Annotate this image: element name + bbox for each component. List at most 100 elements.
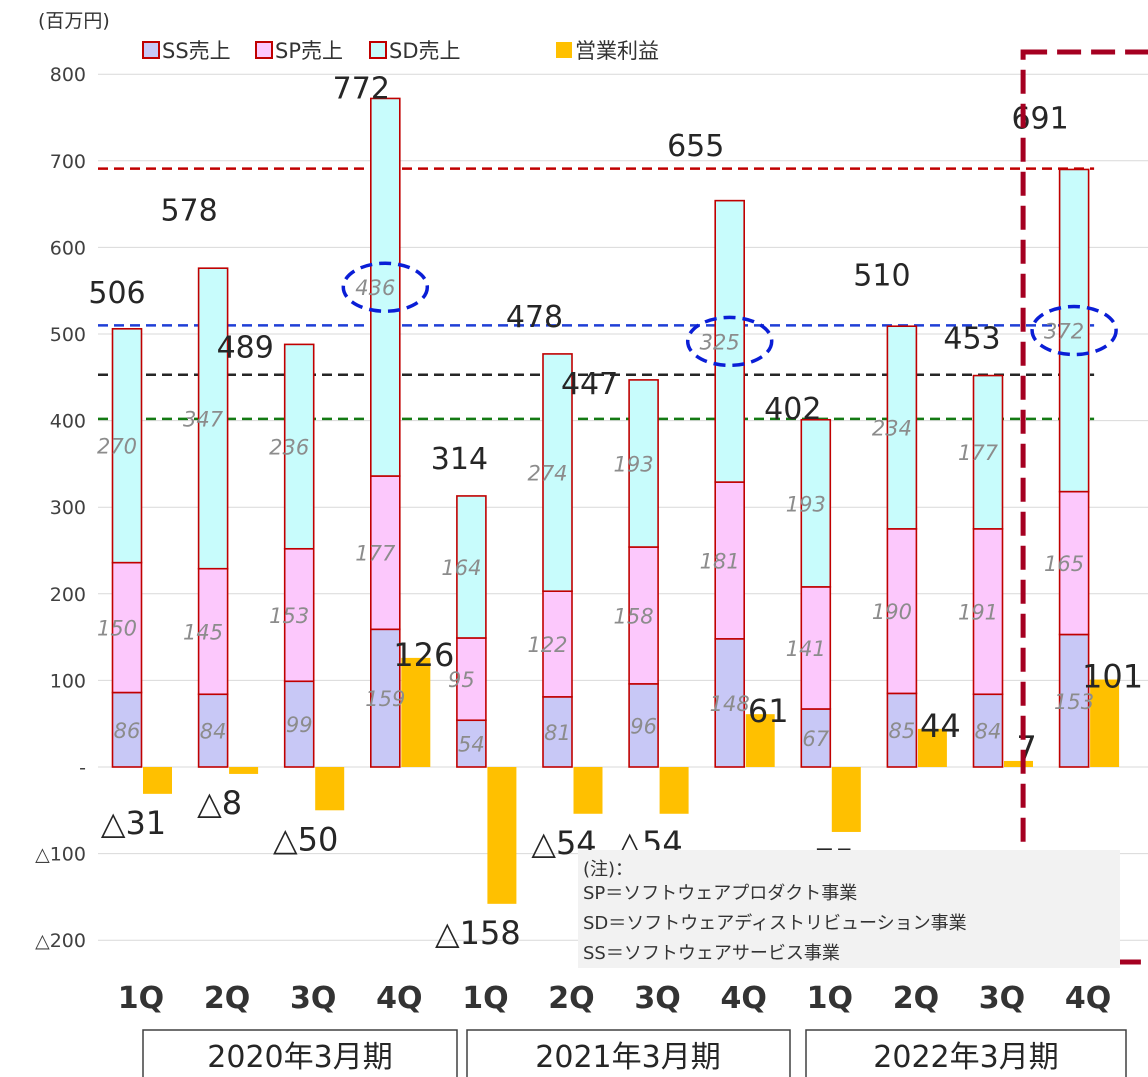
bar-segment-sd: [542, 353, 573, 593]
segment-label-ss: 54: [458, 733, 485, 757]
bar-segment-sp: [1058, 490, 1090, 636]
y-tick-label: 100: [50, 670, 86, 692]
profit-label: 126: [393, 636, 454, 674]
note-line-ss: SS＝ソフトウェアサービス事業: [583, 943, 840, 964]
legend-label-profit: 営業利益: [575, 39, 659, 63]
segment-label-sp: 95: [448, 668, 475, 692]
profit-label: 101: [1082, 658, 1143, 696]
y-tick-label: △200: [35, 930, 86, 952]
segment-label-sd: 325: [700, 330, 740, 354]
segment-label-sd: 436: [355, 276, 395, 300]
note-title: (注)：: [583, 859, 633, 880]
bar-segment-ss: [283, 680, 315, 768]
legend-item-sd: SD売上: [369, 39, 461, 63]
x-tick-label: 1Q: [462, 981, 508, 1016]
bar-profit: [659, 767, 689, 814]
bar-segment-sp: [456, 637, 487, 722]
x-tick-label: 1Q: [118, 981, 164, 1016]
bar-segment-sd: [800, 418, 832, 588]
segment-label-ss: 148: [710, 692, 750, 716]
bar-profit: [315, 767, 345, 811]
segment-label-sd: 193: [786, 492, 826, 516]
unit-label: (百万円): [38, 10, 110, 32]
fiscal-year-box-2021: [466, 1029, 791, 1077]
bar-profit: [831, 767, 861, 832]
total-label: 506: [88, 276, 145, 311]
segment-label-sd: 274: [527, 462, 567, 486]
bar-segment-ss: [456, 719, 487, 768]
highlight-ellipse: [341, 261, 430, 313]
x-tick-label: 4Q: [1065, 981, 1111, 1016]
legend-swatch-sp: [255, 41, 273, 59]
bar-profit: [401, 657, 431, 767]
total-label: 453: [943, 322, 1000, 357]
y-axis: 800 700 600 500 400 300 200 100 - △100 △200: [35, 64, 86, 952]
bar-segment-sp: [542, 590, 573, 698]
x-tick-label: 3Q: [290, 981, 336, 1016]
x-tick-label: 1Q: [807, 981, 853, 1016]
bar-segment-sd: [972, 374, 1004, 530]
segment-label-sp: 158: [614, 604, 654, 628]
bar-segment-sd: [111, 328, 143, 564]
bar-segment-sd: [197, 267, 229, 570]
fiscal-year-label-2021: 2021年3月期: [535, 1040, 720, 1075]
y-tick-label: 800: [50, 64, 86, 86]
bar-segment-ss: [542, 696, 573, 768]
segment-label-sd: 177: [958, 441, 999, 465]
fiscal-year-box-2022: [805, 1029, 1127, 1077]
reference-lines: [98, 167, 1095, 421]
segment-label-ss: 85: [889, 719, 916, 743]
segment-label-ss: 84: [200, 720, 227, 744]
y-tick-label: △100: [35, 844, 86, 866]
total-label: 478: [506, 300, 563, 335]
segment-label-sd: 236: [269, 436, 309, 460]
segment-label-sp: 190: [872, 600, 912, 624]
highlight-ellipse: [685, 315, 774, 368]
segment-label-ss: 153: [1054, 690, 1094, 714]
legend-swatch-profit: [556, 42, 572, 58]
y-tick-label: 200: [50, 584, 86, 606]
segment-label-ss: 67: [802, 727, 829, 751]
x-tick-label: 2Q: [548, 981, 594, 1016]
bar-segment-sp: [283, 547, 315, 683]
bar-segment-sp: [369, 475, 401, 631]
bar-profit: [143, 767, 172, 794]
segment-label-ss: 81: [544, 721, 571, 745]
legend-item-ss: SS売上: [142, 39, 231, 63]
bar-segment-sp: [714, 481, 746, 640]
profit-label: △158: [435, 914, 521, 952]
segment-label-sp: 165: [1044, 552, 1084, 576]
segment-label-sp: 141: [786, 637, 826, 661]
segment-label-ss: 96: [630, 714, 657, 738]
bar-segment-sd: [369, 97, 401, 477]
segment-label-sd: 234: [872, 417, 912, 441]
segment-label-sp: 145: [183, 620, 223, 644]
total-label: 691: [1011, 102, 1068, 137]
legend-swatch-ss: [142, 41, 160, 59]
profit-label: △8: [197, 784, 242, 822]
bar-segment-sp: [800, 586, 832, 710]
bar-profit: [917, 728, 947, 767]
x-tick-label: 4Q: [376, 981, 422, 1016]
legend-label-sp: SP売上: [275, 39, 343, 63]
fiscal-year-groups: 2020年3月期 2021年3月期 2022年3月期: [142, 1029, 1127, 1077]
note-line-sd: SD＝ソフトウェアディストリビューション事業: [583, 913, 967, 934]
segment-label-sd: 372: [1044, 320, 1084, 344]
bar-segment-sd: [456, 495, 487, 639]
y-tick-label: 700: [50, 151, 86, 173]
segment-label-sd: 347: [183, 407, 224, 431]
profit-label: △50: [273, 820, 338, 858]
bars: [111, 97, 1120, 904]
total-label: 772: [333, 71, 390, 106]
bar-segment-sd: [714, 199, 746, 483]
segment-label-sp: 150: [97, 617, 137, 641]
x-tick-label: 3Q: [979, 981, 1025, 1016]
fiscal-year-box-2020: [142, 1029, 458, 1077]
total-label: 655: [667, 129, 724, 164]
legend: SS売上 SP売上 SD売上 営業利益: [142, 39, 659, 63]
profit-label: 7: [1016, 729, 1036, 767]
legend-item-profit: 営業利益: [556, 39, 659, 63]
bar-profit: [487, 767, 517, 904]
total-label: 402: [764, 392, 821, 427]
